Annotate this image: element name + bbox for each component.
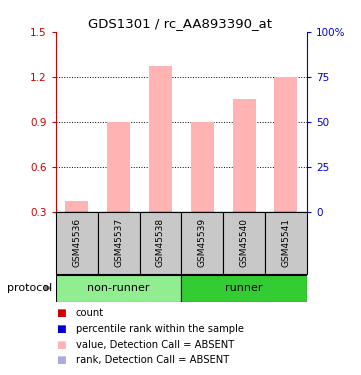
Bar (65, 201, 88, 212)
Text: GSM45538: GSM45538 (156, 218, 165, 267)
Text: percentile rank within the sample: percentile rank within the sample (76, 324, 244, 334)
Text: ■: ■ (56, 340, 66, 350)
Text: GSM45540: GSM45540 (240, 218, 249, 267)
Text: GSM45541: GSM45541 (282, 218, 291, 267)
Bar (223, 212, 265, 274)
Text: GSM45537: GSM45537 (114, 218, 123, 267)
Bar (181, 212, 223, 274)
Text: count: count (76, 308, 104, 318)
Bar (191, 122, 214, 212)
Bar (274, 77, 297, 212)
Bar (140, 212, 181, 274)
Bar (232, 99, 256, 212)
Text: GDS1301 / rc_AA893390_at: GDS1301 / rc_AA893390_at (88, 17, 273, 30)
Bar (274, 211, 297, 212)
Text: runner: runner (225, 284, 263, 293)
Bar (107, 211, 130, 212)
Bar (265, 212, 307, 274)
Bar (56, 275, 181, 302)
Bar (191, 211, 214, 212)
Text: ■: ■ (56, 308, 66, 318)
Text: protocol: protocol (7, 283, 52, 293)
Bar (232, 211, 256, 212)
Bar (65, 211, 88, 212)
Text: value, Detection Call = ABSENT: value, Detection Call = ABSENT (76, 340, 234, 350)
Text: GSM45536: GSM45536 (72, 218, 81, 267)
Text: ■: ■ (56, 356, 66, 365)
Text: rank, Detection Call = ABSENT: rank, Detection Call = ABSENT (76, 356, 229, 365)
Text: GSM45539: GSM45539 (198, 218, 207, 267)
Bar (107, 122, 130, 212)
Bar (149, 211, 172, 212)
Bar (56, 212, 98, 274)
Bar (181, 275, 307, 302)
Text: non-runner: non-runner (87, 284, 150, 293)
Bar (149, 66, 172, 212)
Bar (98, 212, 140, 274)
Text: ■: ■ (56, 324, 66, 334)
